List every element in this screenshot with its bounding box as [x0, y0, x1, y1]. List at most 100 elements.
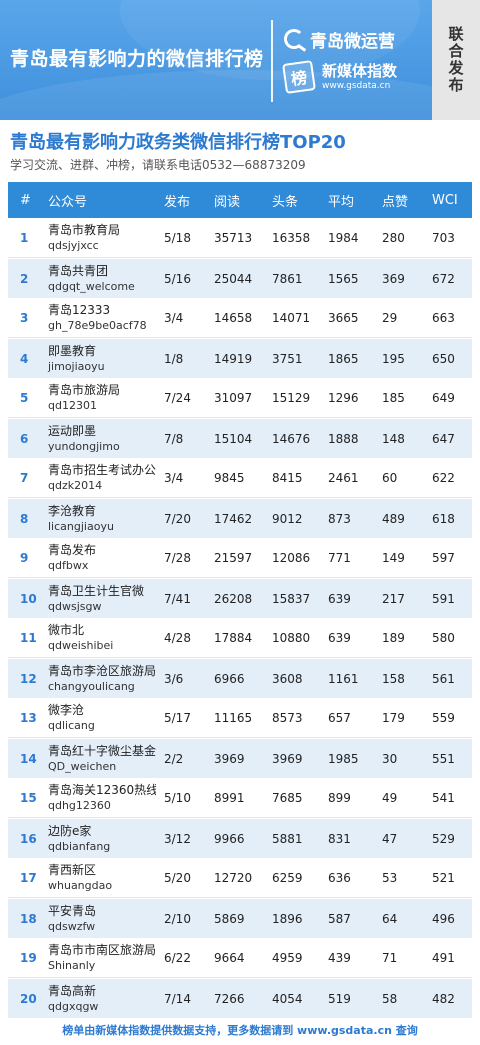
- account-cell[interactable]: 微市北 qdweishibei: [38, 623, 156, 653]
- likes-cell: 47: [382, 831, 398, 846]
- account-cell[interactable]: 青岛市招生考试办公室 qdzk2014: [38, 463, 156, 493]
- average-reads-cell: 771: [328, 551, 351, 565]
- posts-cell: 7/28: [164, 551, 191, 565]
- col-header-headline: 头条: [272, 194, 299, 210]
- reads-cell: 31097: [214, 391, 253, 405]
- account-cell[interactable]: 李沧教育 licangjiaoyu: [38, 504, 156, 534]
- posts-cell: 5/16: [164, 271, 191, 286]
- average-reads-cell: 1865: [328, 351, 359, 366]
- table-row: 13 微李沧 qdlicang 5/17 11165 8573 657 179 …: [8, 699, 472, 738]
- table-row: 17 青西新区 whuangdao 5/20 12720 6259 636 53…: [8, 859, 472, 898]
- average-reads-cell: 1161: [328, 671, 359, 686]
- col-header-average: 平均: [328, 194, 355, 210]
- ranking-title: 青岛最有影响力政务类微信排行榜TOP20: [10, 132, 346, 153]
- average-reads-cell: 639: [328, 591, 351, 606]
- table-row: 12 青岛市李沧区旅游局 changyoulicang 3/6 6966 360…: [8, 659, 472, 698]
- rank-number: 17: [20, 871, 37, 885]
- account-id: licangjiaoyu: [48, 519, 114, 533]
- account-cell[interactable]: 即墨教育 jimojiaoyu: [38, 344, 156, 374]
- headline-reads-cell: 9012: [272, 511, 303, 526]
- account-id: QD_weichen: [48, 759, 117, 773]
- account-id: qdswzfw: [48, 919, 96, 933]
- account-name: 青岛市教育局: [48, 223, 121, 237]
- col-header-posts: 发布: [164, 194, 191, 210]
- account-cell[interactable]: 青岛12333 gh_78e9be0acf78: [38, 303, 156, 333]
- account-cell[interactable]: 青岛高新 qdgxqgw: [38, 984, 156, 1014]
- data-source-footer: 榜单由新媒体指数提供数据支持，更多数据请到 www.gsdata.cn 查询: [62, 1024, 418, 1037]
- posts-cell: 4/28: [164, 631, 191, 645]
- reads-cell: 3969: [214, 751, 245, 766]
- wci-cell: 521: [432, 871, 455, 885]
- reads-cell: 15104: [214, 431, 253, 446]
- reads-cell: 6966: [214, 671, 245, 686]
- account-name: 微李沧: [48, 703, 85, 717]
- account-cell[interactable]: 青岛发布 qdfbwx: [38, 543, 156, 573]
- likes-cell: 64: [382, 911, 398, 926]
- wci-cell: 703: [432, 231, 455, 245]
- rank-number: 5: [20, 391, 29, 405]
- posts-cell: 7/8: [164, 431, 184, 446]
- account-id: changyoulicang: [48, 679, 135, 693]
- account-cell[interactable]: 青岛共青团 qdgqt_welcome: [38, 264, 156, 294]
- account-cell[interactable]: 青西新区 whuangdao: [38, 863, 156, 893]
- rank-cell: 17: [8, 871, 38, 885]
- rank-cell: 2: [8, 272, 38, 286]
- reads-cell: 9664: [214, 951, 245, 965]
- likes-cell: 179: [382, 711, 405, 725]
- account-cell[interactable]: 青岛市教育局 qdsjyjxcc: [38, 223, 156, 253]
- posts-cell: 7/14: [164, 991, 191, 1006]
- account-name: 李沧教育: [48, 503, 97, 518]
- account-cell[interactable]: 青岛市旅游局 qd12301: [38, 383, 156, 413]
- account-cell[interactable]: 青岛市市南区旅游局 Shinanly: [38, 943, 156, 973]
- headline-reads-cell: 7861: [272, 271, 303, 286]
- rank-number: 20: [20, 991, 37, 1006]
- table-row: 7 青岛市招生考试办公室 qdzk2014 3/4 9845 8415 2461…: [8, 459, 472, 498]
- reads-cell: 7266: [214, 991, 245, 1006]
- account-id: qdwsjsgw: [48, 599, 102, 613]
- average-reads-cell: 587: [328, 911, 351, 926]
- reads-cell: 26208: [214, 591, 253, 606]
- posts-cell: 7/20: [164, 511, 191, 526]
- account-name: 青岛卫生计生官微: [48, 583, 145, 598]
- rank-cell: 12: [8, 672, 38, 686]
- account-cell[interactable]: 青岛市李沧区旅游局 changyoulicang: [38, 664, 156, 694]
- banner-divider: [271, 20, 273, 102]
- average-reads-cell: 439: [328, 951, 351, 965]
- account-cell[interactable]: 运动即墨 yundongjimo: [38, 424, 156, 454]
- headline-reads-cell: 15837: [272, 591, 311, 606]
- likes-cell: 158: [382, 671, 405, 686]
- banner-title: 青岛最有影响力的微信排行榜: [10, 48, 264, 70]
- rank-cell: 3: [8, 311, 38, 325]
- table-row: 16 边防e家 qdbianfang 3/12 9966 5881 831 47…: [8, 819, 472, 858]
- headline-reads-cell: 12086: [272, 551, 311, 565]
- posts-cell: 5/18: [164, 231, 191, 245]
- average-reads-cell: 831: [328, 831, 351, 846]
- wci-cell: 496: [432, 911, 455, 926]
- account-id: qdweishibei: [48, 639, 114, 652]
- likes-cell: 49: [382, 791, 398, 805]
- account-cell[interactable]: 微李沧 qdlicang: [38, 703, 156, 733]
- col-header-likes: 点赞: [382, 194, 409, 210]
- posts-cell: 5/20: [164, 871, 191, 885]
- rank-number: 18: [20, 911, 37, 926]
- likes-cell: 53: [382, 871, 398, 885]
- wci-cell: 529: [432, 831, 455, 846]
- wci-cell: 663: [432, 311, 455, 325]
- contact-note: 学习交流、进群、冲榜，请联系电话0532—68873209: [10, 158, 306, 172]
- wci-cell: 591: [432, 591, 455, 606]
- account-cell[interactable]: 青岛卫生计生官微 qdwsjsgw: [38, 584, 156, 614]
- account-cell[interactable]: 青岛红十字微尘基金 QD_weichen: [38, 744, 156, 774]
- col-header-wci: WCI: [432, 192, 458, 208]
- average-reads-cell: 1985: [328, 751, 359, 766]
- account-cell[interactable]: 边防e家 qdbianfang: [38, 824, 156, 854]
- average-reads-cell: 1984: [328, 231, 359, 245]
- headline-reads-cell: 16358: [272, 231, 311, 245]
- account-name: 即墨教育: [48, 343, 97, 358]
- headline-reads-cell: 14071: [272, 311, 311, 325]
- brand-url: www.gsdata.cn: [322, 81, 391, 91]
- rank-cell: 16: [8, 832, 38, 846]
- headline-reads-cell: 4959: [272, 951, 303, 965]
- average-reads-cell: 519: [328, 991, 351, 1006]
- account-cell[interactable]: 青岛海关12360热线 qdhg12360: [38, 783, 156, 813]
- account-cell[interactable]: 平安青岛 qdswzfw: [38, 904, 156, 934]
